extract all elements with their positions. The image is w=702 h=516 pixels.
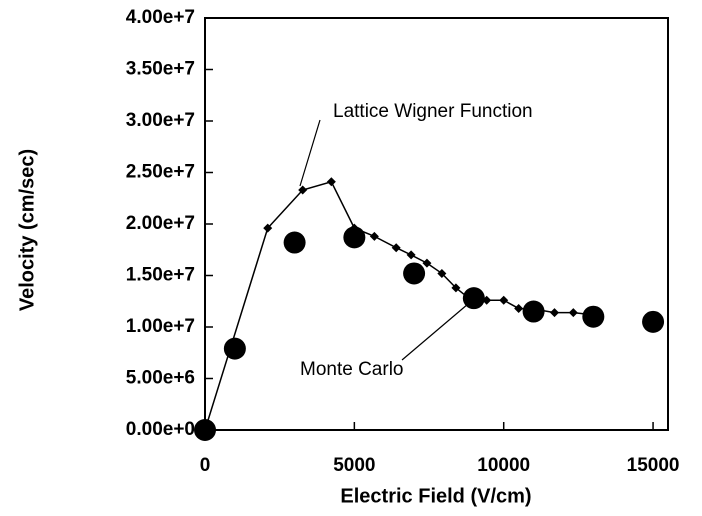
y-tick-label: 0.00e+0: [126, 419, 195, 440]
y-tick-label: 5.00e+6: [126, 368, 195, 389]
point: [522, 300, 545, 323]
point: [223, 337, 246, 360]
point: [582, 305, 605, 328]
y-tick-label: 4.00e+7: [126, 7, 195, 28]
point: [406, 250, 416, 260]
y-tick-label: 1.50e+7: [126, 265, 195, 286]
y-tick-label: 3.00e+7: [126, 110, 195, 131]
point: [343, 226, 366, 249]
x-tick-label: 15000: [627, 455, 680, 476]
annotation: Monte Carlo: [300, 359, 404, 380]
point: [283, 231, 306, 254]
point: [568, 308, 578, 318]
point: [263, 223, 273, 233]
point: [499, 295, 509, 305]
point: [451, 283, 461, 293]
y-tick-label: 1.00e+7: [126, 316, 195, 337]
y-axis-label: Velocity (cm/sec): [16, 149, 38, 311]
leader-line: [299, 119, 321, 187]
plot-frame: [204, 17, 669, 431]
x-tick-label: 5000: [333, 455, 375, 476]
point: [298, 185, 308, 195]
point: [369, 231, 379, 241]
point: [326, 177, 336, 187]
y-tick-label: 3.50e+7: [126, 59, 195, 80]
point: [462, 287, 485, 310]
point: [391, 243, 401, 253]
point: [194, 419, 216, 441]
point: [549, 308, 559, 318]
point: [514, 303, 524, 313]
x-tick-label: 0: [200, 455, 211, 476]
y-tick-label: 2.50e+7: [126, 162, 195, 183]
point: [422, 258, 432, 268]
annotation: Lattice Wigner Function: [333, 101, 533, 122]
leader-line: [401, 303, 469, 361]
point: [403, 262, 426, 285]
point: [642, 310, 665, 333]
x-tick-label: 10000: [477, 455, 530, 476]
x-axis-label: Electric Field (V/cm): [340, 485, 531, 507]
point: [437, 268, 447, 278]
y-tick-label: 2.00e+7: [126, 213, 195, 234]
